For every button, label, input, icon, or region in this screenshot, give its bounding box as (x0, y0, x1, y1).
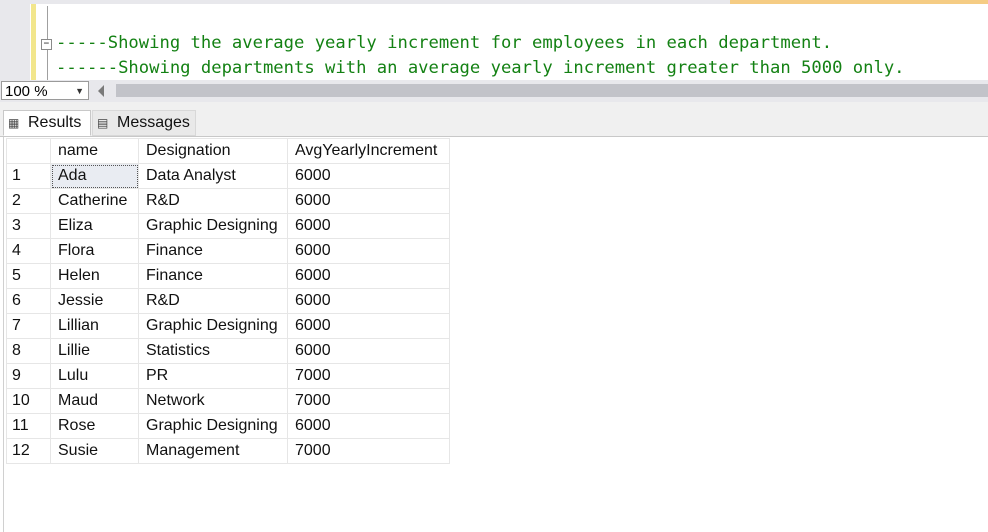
cell-designation[interactable]: Network (138, 388, 288, 414)
table-row[interactable]: 1 Ada Data Analyst 6000 (6, 163, 450, 189)
grid-icon: ▦ (8, 116, 20, 130)
tab-results[interactable]: ▦ Results (3, 110, 91, 136)
row-number[interactable]: 4 (6, 238, 51, 264)
table-row[interactable]: 2 Catherine R&D 6000 (6, 188, 450, 214)
table-row[interactable]: 11 Rose Graphic Designing 6000 (6, 413, 450, 439)
row-number[interactable]: 12 (6, 438, 51, 464)
messages-icon: ▤ (97, 116, 109, 130)
cell-name[interactable]: Lulu (50, 363, 139, 389)
cell-name[interactable]: Susie (50, 438, 139, 464)
results-table: name Designation AvgYearlyIncrement 1 Ada… (6, 138, 450, 464)
cell-name[interactable]: Ada (50, 163, 139, 189)
grid-body: 1 Ada Data Analyst 6000 2 Catherine R&D 6000 3 El… (6, 163, 450, 464)
cell-avgyearlyincrement[interactable]: 6000 (287, 313, 450, 339)
row-number-header[interactable] (6, 138, 51, 164)
row-number[interactable]: 5 (6, 263, 51, 289)
cell-avgyearlyincrement[interactable]: 6000 (287, 338, 450, 364)
cell-designation[interactable]: Statistics (138, 338, 288, 364)
top-accent (730, 0, 988, 4)
table-row[interactable]: 10 Maud Network 7000 (6, 388, 450, 414)
cell-name[interactable]: Catherine (50, 188, 139, 214)
cell-avgyearlyincrement[interactable]: 6000 (287, 213, 450, 239)
column-header-designation[interactable]: Designation (138, 138, 288, 164)
cell-designation[interactable]: R&D (138, 188, 288, 214)
cell-designation[interactable]: R&D (138, 288, 288, 314)
cell-avgyearlyincrement[interactable]: 7000 (287, 438, 450, 464)
tab-messages-label: Messages (117, 114, 190, 131)
column-header-avgyearlyincrement[interactable]: AvgYearlyIncrement (287, 138, 450, 164)
cell-avgyearlyincrement[interactable]: 6000 (287, 188, 450, 214)
cell-avgyearlyincrement[interactable]: 6000 (287, 163, 450, 189)
cell-name[interactable]: Eliza (50, 213, 139, 239)
cell-avgyearlyincrement[interactable]: 7000 (287, 363, 450, 389)
cell-designation[interactable]: Finance (138, 263, 288, 289)
table-row[interactable]: 7 Lillian Graphic Designing 6000 (6, 313, 450, 339)
cell-avgyearlyincrement[interactable]: 6000 (287, 238, 450, 264)
column-header-name[interactable]: name (50, 138, 139, 164)
cell-designation[interactable]: Graphic Designing (138, 413, 288, 439)
code-line-comment-1[interactable]: -----Showing the average yearly incremen… (56, 33, 833, 53)
horizontal-scrollbar[interactable] (116, 84, 988, 97)
cell-avgyearlyincrement[interactable]: 6000 (287, 288, 450, 314)
row-number[interactable]: 10 (6, 388, 51, 414)
table-row[interactable]: 5 Helen Finance 6000 (6, 263, 450, 289)
cell-designation[interactable]: Graphic Designing (138, 213, 288, 239)
results-tabs: ▦ Results ▤ Messages (0, 102, 988, 137)
top-strip (0, 0, 988, 4)
zoom-value: 100 % (5, 83, 48, 100)
zoom-bar: 100 % ▼ (0, 80, 988, 102)
table-row[interactable]: 4 Flora Finance 6000 (6, 238, 450, 264)
row-number[interactable]: 7 (6, 313, 51, 339)
tab-results-label: Results (28, 114, 82, 131)
scroll-left-icon[interactable] (98, 85, 104, 97)
cell-name[interactable]: Rose (50, 413, 139, 439)
change-marker (31, 4, 36, 80)
table-row[interactable]: 9 Lulu PR 7000 (6, 363, 450, 389)
header-row: name Designation AvgYearlyIncrement (6, 138, 450, 164)
tab-messages[interactable]: ▤ Messages (92, 110, 196, 136)
cell-avgyearlyincrement[interactable]: 6000 (287, 263, 450, 289)
cell-name[interactable]: Jessie (50, 288, 139, 314)
cell-name[interactable]: Lillian (50, 313, 139, 339)
row-number[interactable]: 8 (6, 338, 51, 364)
query-editor[interactable]: − -----Showing the average yearly increm… (0, 4, 988, 80)
table-row[interactable]: 8 Lillie Statistics 6000 (6, 338, 450, 364)
cell-name[interactable]: Helen (50, 263, 139, 289)
table-row[interactable]: 3 Eliza Graphic Designing 6000 (6, 213, 450, 239)
cell-name[interactable]: Maud (50, 388, 139, 414)
row-number[interactable]: 3 (6, 213, 51, 239)
editor-gutter (0, 4, 30, 80)
cell-name[interactable]: Lillie (50, 338, 139, 364)
cell-designation[interactable]: PR (138, 363, 288, 389)
row-number[interactable]: 1 (6, 163, 51, 189)
cell-designation[interactable]: Management (138, 438, 288, 464)
results-grid[interactable]: name Designation AvgYearlyIncrement 1 Ada… (3, 137, 988, 532)
code-line-comment-2[interactable]: ------Showing departments with an averag… (56, 58, 905, 78)
cell-designation[interactable]: Finance (138, 238, 288, 264)
cell-avgyearlyincrement[interactable]: 6000 (287, 413, 450, 439)
cell-name[interactable]: Flora (50, 238, 139, 264)
chevron-down-icon[interactable]: ▼ (75, 86, 84, 96)
cell-designation[interactable]: Graphic Designing (138, 313, 288, 339)
row-number[interactable]: 11 (6, 413, 51, 439)
cell-avgyearlyincrement[interactable]: 7000 (287, 388, 450, 414)
table-row[interactable]: 12 Susie Management 7000 (6, 438, 450, 464)
collapse-icon[interactable]: − (41, 39, 52, 50)
row-number[interactable]: 6 (6, 288, 51, 314)
row-number[interactable]: 2 (6, 188, 51, 214)
row-number[interactable]: 9 (6, 363, 51, 389)
cell-designation[interactable]: Data Analyst (138, 163, 288, 189)
zoom-dropdown[interactable]: 100 % ▼ (1, 81, 89, 100)
table-row[interactable]: 6 Jessie R&D 6000 (6, 288, 450, 314)
